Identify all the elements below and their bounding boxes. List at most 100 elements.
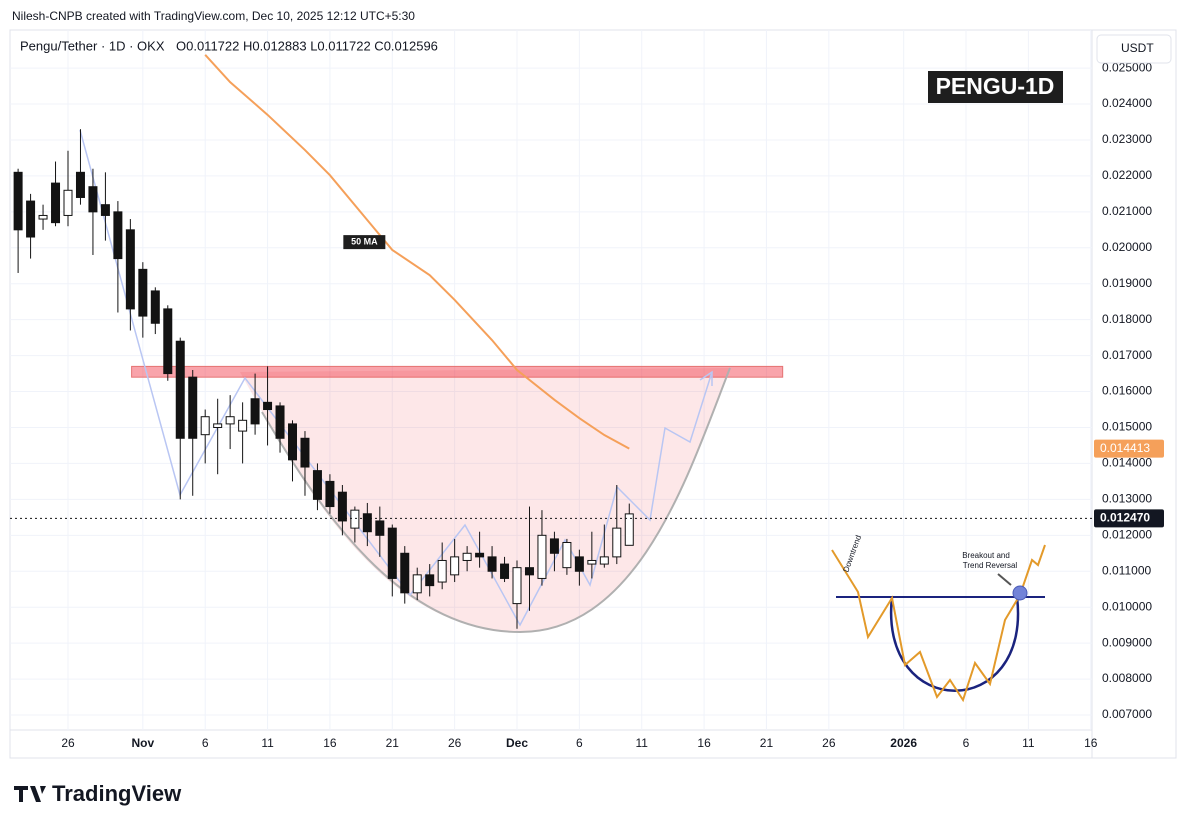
x-tick-label: 26 [448, 736, 462, 750]
candle-body [26, 200, 36, 238]
x-tick-label: 6 [202, 736, 209, 750]
candle-body [562, 542, 572, 569]
x-tick-label: 11 [1022, 736, 1035, 750]
candle-body [288, 423, 298, 461]
candle-body [337, 491, 347, 522]
logo-text: TradingView [52, 781, 182, 806]
x-tick-label: 16 [323, 736, 337, 750]
candle-body [462, 552, 472, 561]
candle-body [350, 509, 360, 529]
candle-body [312, 470, 322, 500]
candle-body [412, 574, 422, 594]
y-tick-label: 0.025000 [1102, 60, 1152, 74]
candle-body [300, 437, 310, 468]
x-tick-label: 16 [697, 736, 711, 750]
last-price-label: 0.012470 [1100, 511, 1150, 525]
ma-price-badge [1094, 439, 1164, 458]
candle-body [63, 189, 73, 216]
candle-body [163, 308, 173, 375]
x-tick-label: 21 [386, 736, 400, 750]
x-tick-label: 16 [1084, 736, 1098, 750]
candle-body [225, 416, 235, 425]
candle-body [13, 171, 23, 231]
y-tick-label: 0.007000 [1102, 707, 1152, 721]
candle-body [51, 182, 61, 224]
candle-body [437, 559, 447, 583]
candle-body [587, 559, 597, 565]
y-tick-label: 0.012000 [1102, 527, 1152, 541]
candle-body [624, 513, 634, 546]
x-tick-label: 26 [822, 736, 836, 750]
candle-body [400, 552, 410, 594]
candle-body [599, 556, 609, 565]
candle-body [450, 556, 460, 576]
candle-body [375, 520, 385, 536]
candle-body [549, 538, 559, 554]
y-tick-label: 0.023000 [1102, 132, 1152, 146]
credit: Nilesh-CNPB created with TradingView.com… [12, 9, 415, 23]
inset-cup [889, 596, 1020, 692]
y-tick-label: 0.024000 [1102, 96, 1152, 110]
resistance-zone [131, 365, 784, 378]
candle-body [100, 204, 110, 216]
candle-body [138, 268, 148, 317]
candle-body [88, 186, 98, 213]
candle-body [38, 214, 48, 220]
candle-body [524, 567, 534, 576]
x-tick-label: 6 [963, 736, 970, 750]
y-tick-label: 0.008000 [1102, 671, 1152, 685]
candle-body [213, 423, 223, 428]
candle-body [362, 513, 372, 533]
zone-layer [131, 365, 784, 378]
ma-label: 50 MA [351, 236, 378, 246]
chart-frame [9, 29, 1177, 759]
x-tick-label: 11 [261, 736, 274, 750]
candle-body [75, 171, 85, 198]
candle-body [238, 419, 248, 432]
candle-body [387, 527, 397, 579]
ohlc: O0.011722 H0.012883 L0.011722 C0.012596 [176, 38, 438, 53]
logo-mark [14, 786, 46, 802]
currency-box[interactable] [1096, 34, 1172, 64]
candle-body [425, 574, 435, 587]
inset-breakout-dot [1012, 585, 1028, 601]
x-tick-label: Nov [131, 736, 154, 750]
inset-arrow [997, 573, 1012, 586]
x-tick-label: 26 [61, 736, 75, 750]
logo: TradingView [14, 781, 182, 806]
candle-body [487, 556, 497, 572]
x-tick-label: 11 [636, 736, 649, 750]
candle-body [200, 416, 210, 436]
x-tick-label: 2026 [890, 736, 917, 750]
projection-arrowhead [699, 370, 713, 386]
y-tick-label: 0.018000 [1102, 312, 1152, 326]
y-tick-label: 0.017000 [1102, 348, 1152, 362]
currency[interactable]: USDT [1121, 41, 1154, 55]
y-tick-label: 0.022000 [1102, 168, 1152, 182]
candle-body [113, 211, 123, 260]
x-tick-label: 21 [760, 736, 774, 750]
axis-layer: 0.007000 0.008000 0.009000 0.010000 0.011000… [61, 60, 1164, 750]
candle-body [512, 567, 522, 605]
badge: PENGU-1D [936, 73, 1055, 99]
y-tick-label: 0.016000 [1102, 384, 1152, 398]
cup-fill [240, 368, 730, 632]
ma-label-bg [343, 235, 386, 250]
x-tick-label: 6 [576, 736, 583, 750]
cup-curve [261, 367, 731, 634]
y-tick-label: 0.015000 [1102, 420, 1152, 434]
y-tick-label: 0.010000 [1102, 599, 1152, 613]
candle-body [175, 340, 185, 439]
y-tick-label: 0.014000 [1102, 456, 1152, 470]
candle-body [188, 376, 198, 439]
candle-body [275, 405, 285, 439]
y-tick-label: 0.019000 [1102, 276, 1152, 290]
candle-body [325, 480, 335, 508]
y-tick-label: 0.020000 [1102, 240, 1152, 254]
y-tick-label: 0.021000 [1102, 204, 1152, 218]
ma-price-label: 0.014413 [1100, 441, 1150, 455]
grid [10, 30, 1092, 730]
plot-layer: 50 MA [10, 54, 1092, 629]
